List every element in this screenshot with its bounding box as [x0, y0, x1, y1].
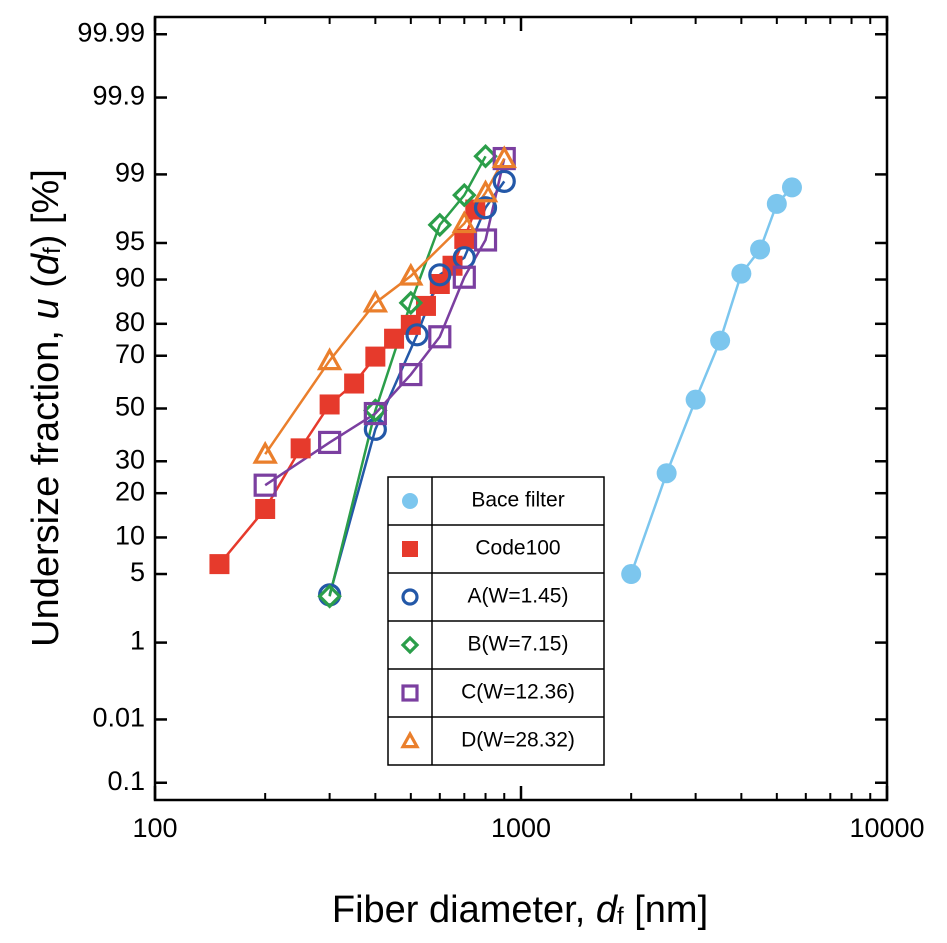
x-axis-label: Fiber diameter, df [nm]	[332, 889, 708, 931]
point	[365, 346, 386, 367]
legend-marker	[402, 493, 418, 509]
y-label-part: u	[25, 298, 67, 319]
legend-label: C(W=12.36)	[461, 681, 575, 704]
point	[316, 347, 343, 371]
y-label-part: Undersize fraction,	[25, 319, 67, 646]
y-tick-label: 10	[115, 521, 145, 551]
point	[472, 179, 499, 203]
series-line	[264, 158, 506, 487]
point	[400, 314, 421, 335]
point	[362, 289, 389, 313]
y-tick-label: 50	[115, 392, 145, 422]
point	[363, 401, 387, 426]
x-tick-label: 1000	[491, 813, 551, 843]
point	[253, 473, 277, 497]
x-label-part: d	[596, 889, 619, 931]
legend-label: D(W=28.32)	[461, 729, 575, 752]
point	[398, 290, 424, 316]
point	[317, 584, 342, 609]
y-tick-label: 95	[115, 226, 145, 256]
point	[710, 330, 731, 351]
y-tick-label: 90	[115, 263, 145, 293]
point	[750, 239, 771, 260]
y-tick-label: 99	[115, 158, 145, 188]
point	[451, 210, 478, 234]
x-label-part: f	[617, 903, 624, 930]
y-tick-label: 0.01	[92, 703, 145, 733]
y-label-part: (	[25, 275, 67, 299]
legend-marker	[400, 730, 420, 749]
point	[363, 398, 388, 423]
x-tick-label: 100	[132, 813, 177, 843]
legend-marker	[400, 635, 420, 655]
y-tick-label: 5	[130, 557, 145, 587]
point	[290, 438, 311, 459]
legend-label: B(W=7.15)	[468, 633, 569, 656]
x-label-part: [nm]	[624, 889, 708, 931]
x-tick-label: 10000	[849, 813, 924, 843]
point	[685, 389, 706, 410]
point	[781, 177, 802, 198]
point	[473, 144, 498, 169]
point	[428, 325, 452, 349]
legend-label: Bace filter	[471, 489, 564, 512]
point	[621, 564, 642, 585]
point	[656, 463, 677, 484]
y-tick-label: 30	[115, 444, 145, 474]
y-tick-label: 99.9	[92, 81, 145, 111]
point	[492, 169, 516, 193]
point	[766, 193, 787, 214]
y-tick-label: 20	[115, 476, 145, 506]
point	[384, 328, 405, 349]
point	[473, 196, 498, 220]
point	[454, 228, 475, 249]
point	[252, 440, 278, 464]
point	[452, 182, 477, 208]
point	[318, 430, 342, 455]
legend-label: Code100	[475, 537, 560, 560]
point	[399, 362, 423, 387]
point	[398, 262, 424, 286]
y-label-part: f	[39, 247, 66, 254]
point	[427, 212, 453, 238]
legend-label: A(W=1.45)	[468, 585, 569, 608]
point	[452, 265, 476, 289]
point	[209, 554, 230, 575]
legend-marker	[401, 684, 419, 702]
y-tick-label: 99.99	[77, 17, 145, 47]
point	[491, 145, 517, 169]
y-tick-label: 1	[130, 626, 145, 656]
y-label-part: d	[25, 252, 67, 275]
legend-marker	[402, 541, 418, 557]
point	[405, 323, 429, 347]
y-axis-label: Undersize fraction, u (df) [%]	[25, 169, 67, 647]
series-line	[264, 157, 506, 455]
legend: Bace filter Code100 A(W=1.45) B(W=7.15) C(W=…	[387, 476, 605, 766]
point	[319, 394, 340, 415]
point	[473, 228, 498, 252]
point	[428, 263, 452, 287]
x-label-part: Fiber diameter,	[332, 889, 596, 931]
y-label-part: ) [%]	[25, 169, 67, 247]
point	[344, 373, 365, 394]
y-tick-label: 0.1	[107, 766, 145, 796]
legend-marker	[401, 588, 419, 606]
y-tick-label: 70	[115, 339, 145, 369]
y-tick-label: 80	[115, 307, 145, 337]
point	[731, 263, 752, 284]
point	[255, 498, 276, 519]
